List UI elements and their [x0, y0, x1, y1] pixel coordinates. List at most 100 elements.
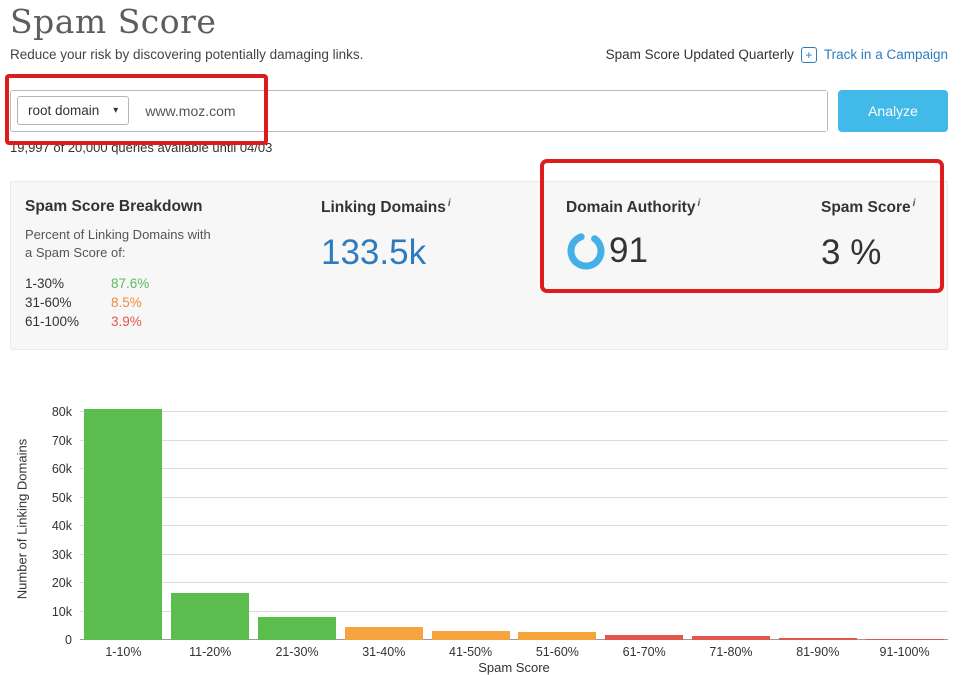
bar-81-90% [778, 638, 857, 640]
chart-x-axis-title: Spam Score [478, 659, 550, 675]
x-tick-label: 31-40% [362, 644, 406, 659]
breakdown-subtitle: Percent of Linking Domains with a Spam S… [25, 226, 321, 262]
domain-authority-heading: Domain Authority i [566, 198, 821, 217]
y-tick-label: 30k [51, 547, 72, 562]
gridline [80, 496, 948, 498]
add-to-campaign-icon[interactable]: + [800, 46, 817, 63]
spam-score-label: Spam Score [821, 198, 911, 216]
chart-plot [80, 398, 948, 640]
info-icon[interactable]: i [912, 197, 916, 209]
x-tick-label: 71-80% [709, 644, 753, 659]
search-box: root domain ▾ [10, 89, 828, 132]
x-tick-label: 41-50% [449, 644, 493, 659]
bar-21-30% [257, 617, 337, 640]
bar-slot [601, 634, 688, 640]
y-tick-label: 50k [51, 490, 72, 505]
metrics-panel: Spam Score Breakdown Percent of Linking … [10, 180, 948, 350]
breakdown-row-mid: 31-60% 8.5% [25, 293, 321, 312]
breakdown-row-value: 3.9% [111, 313, 142, 329]
breakdown-column: Spam Score Breakdown Percent of Linking … [25, 198, 321, 331]
y-tick-label: 0 [65, 632, 72, 647]
updated-note: Spam Score Updated Quarterly [605, 47, 794, 63]
breakdown-row-label: 61-100% [25, 313, 80, 329]
domain-authority-label: Domain Authority [566, 198, 696, 216]
y-tick-label: 80k [51, 405, 72, 420]
bar-61-70% [605, 634, 684, 640]
bar-slot [688, 635, 775, 640]
analyze-button[interactable]: Analyze [838, 89, 948, 132]
breakdown-subtitle-line2: a Spam Score of: [25, 244, 126, 260]
chevron-down-icon: ▾ [113, 105, 119, 117]
bar-slot [167, 593, 254, 640]
spam-score-chart: Number of Linking Domains 0 10k 20k 30k 40k 5… [10, 398, 948, 675]
spam-score-heading: Spam Score i [821, 198, 937, 217]
subheader-row: Reduce your risk by discovering potentia… [10, 46, 948, 63]
search-row: root domain ▾ Analyze [10, 89, 948, 132]
breakdown-row-low: 1-30% 87.6% [25, 274, 321, 293]
chart-y-axis: Number of Linking Domains 0 10k 20k 30k 40k 5… [10, 398, 80, 647]
bar-71-80% [691, 635, 771, 640]
bar-slot [861, 638, 948, 640]
y-tick-label: 40k [51, 519, 72, 534]
bar-11-20% [171, 593, 250, 640]
x-tick-label: 61-70% [622, 644, 666, 659]
bar-slot [80, 409, 167, 640]
bar-41-50% [431, 630, 510, 640]
bar-51-60% [518, 632, 597, 640]
y-tick-label: 60k [51, 462, 72, 477]
gridline [80, 439, 948, 441]
domain-authority-column: Domain Authority i 91 [566, 198, 821, 331]
info-icon[interactable]: i [697, 197, 701, 209]
page-title: Spam Score [10, 2, 217, 41]
scope-dropdown[interactable]: root domain ▾ [17, 96, 130, 126]
subheader-right: Spam Score Updated Quarterly + Track in … [605, 46, 948, 63]
domain-authority-value: 91 [609, 230, 648, 270]
y-tick-label: 70k [51, 433, 72, 448]
chart-x-labels: 1-10% 11-20% 21-30% 31-40% 41-50% 51-60% 61-70… [80, 645, 948, 659]
page-subtitle: Reduce your risk by discovering potentia… [10, 47, 364, 63]
gridline [80, 411, 948, 413]
x-tick-label: 51-60% [535, 644, 579, 659]
quota-note: 19,997 of 20,000 queries available until… [10, 139, 273, 155]
x-tick-label: 1-10% [105, 644, 142, 659]
x-tick-label: 91-100% [879, 644, 930, 659]
search-input[interactable] [137, 90, 827, 131]
gridline [80, 638, 948, 640]
authority-gauge-icon [567, 232, 605, 270]
bar-slot [774, 638, 861, 640]
gridline [80, 525, 948, 527]
y-tick-label: 10k [51, 604, 72, 619]
info-icon[interactable]: i [447, 197, 451, 209]
bar-slot [254, 617, 341, 640]
gridline [80, 468, 948, 470]
x-tick-label: 21-30% [275, 644, 319, 659]
bar-91-100% [865, 638, 944, 640]
breakdown-rows: 1-30% 87.6% 31-60% 8.5% 61-100% 3.9% [25, 274, 321, 331]
chart-bars [80, 398, 948, 640]
chart-y-axis-title: Number of Linking Domains [14, 438, 30, 600]
spam-score-value: 3 % [821, 232, 882, 272]
gridline [80, 610, 948, 612]
gridline [80, 553, 948, 555]
breakdown-title: Spam Score Breakdown [25, 197, 203, 215]
domain-authority-value-row: 91 [566, 231, 821, 271]
breakdown-row-label: 31-60% [25, 294, 72, 310]
breakdown-subtitle-line1: Percent of Linking Domains with [25, 226, 211, 242]
breakdown-row-value: 87.6% [111, 275, 150, 291]
gridline [80, 582, 948, 584]
linking-domains-column: Linking Domains i 133.5k [321, 198, 566, 331]
linking-domains-value: 133.5k [321, 232, 427, 272]
spam-score-column: Spam Score i 3 % [821, 198, 937, 331]
breakdown-row-label: 1-30% [25, 275, 65, 291]
bar-31-40% [344, 626, 423, 640]
x-tick-label: 11-20% [189, 644, 232, 659]
track-in-campaign-link[interactable]: Track in a Campaign [823, 47, 948, 63]
x-tick-label: 81-90% [796, 644, 840, 659]
breakdown-row-value: 8.5% [111, 294, 142, 310]
bar-slot [340, 626, 427, 640]
breakdown-row-high: 61-100% 3.9% [25, 312, 321, 331]
linking-domains-label: Linking Domains [321, 198, 446, 216]
scope-dropdown-label: root domain [28, 103, 100, 119]
bar-slot [427, 630, 514, 640]
